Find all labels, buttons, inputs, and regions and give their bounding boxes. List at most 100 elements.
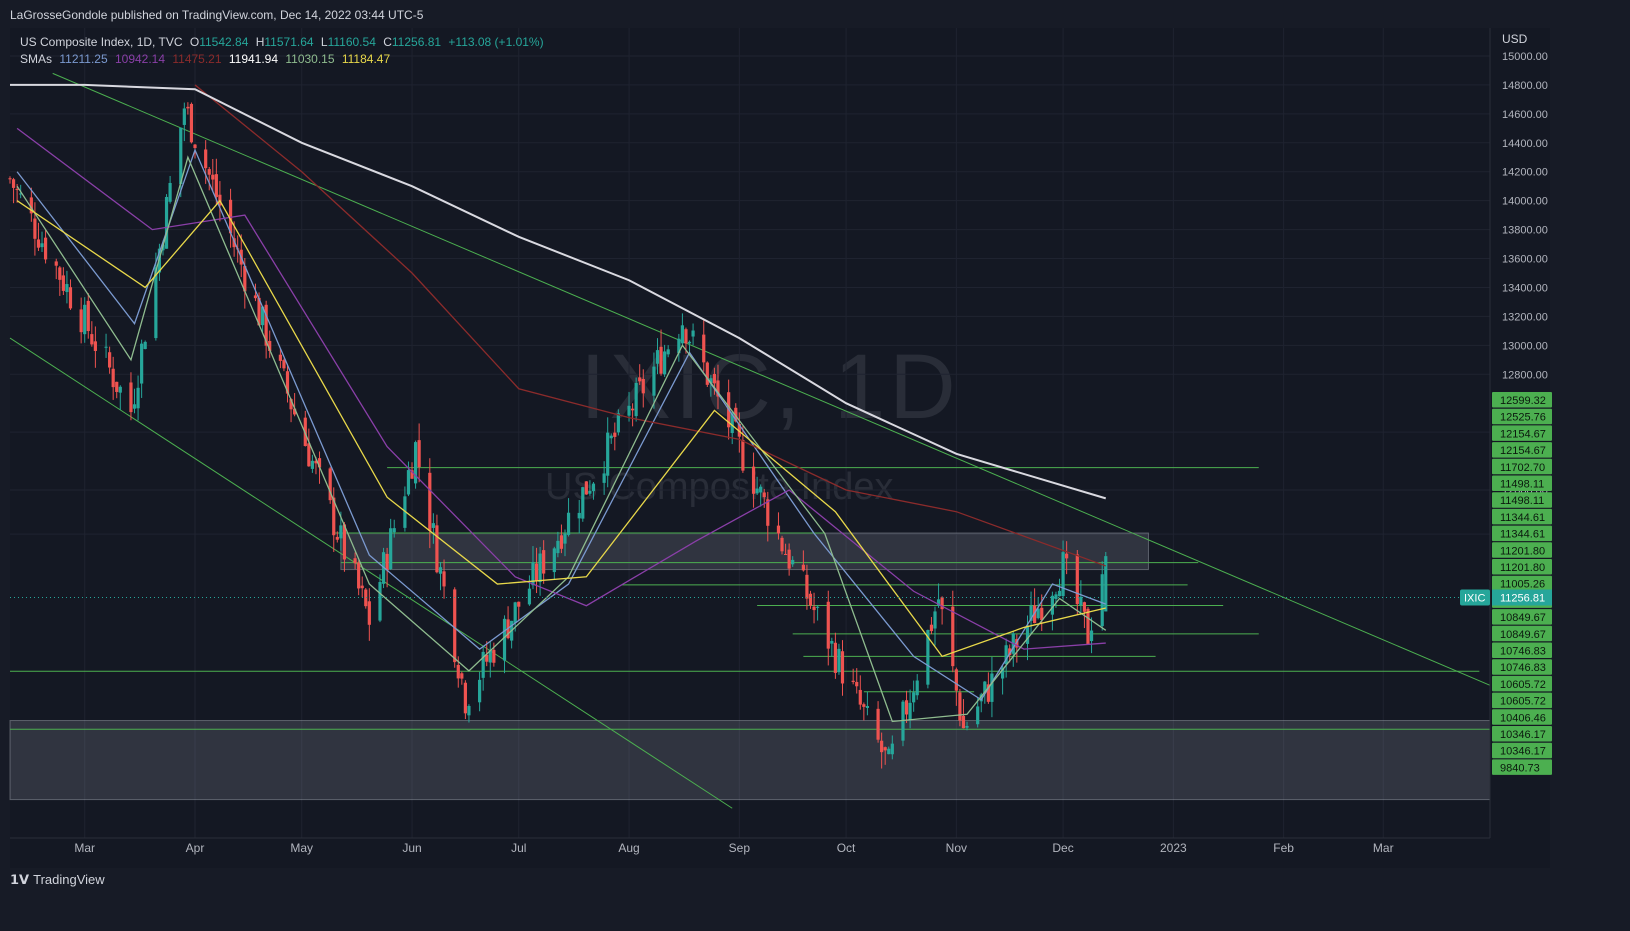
price-label-text: 11702.70 — [1500, 462, 1545, 474]
price-label-text: 10406.46 — [1500, 712, 1546, 724]
candle-body — [54, 261, 58, 266]
candle-body — [492, 649, 496, 663]
price-label-text: 10605.72 — [1500, 696, 1546, 708]
candle-body — [164, 196, 169, 249]
candle-body — [751, 466, 756, 494]
candle-body — [104, 346, 108, 348]
candle-body — [581, 487, 585, 519]
candle-body — [108, 352, 112, 368]
candle-body — [737, 424, 741, 437]
legend-close-label: C — [383, 35, 392, 49]
candle-body — [467, 705, 471, 716]
tradingview-logo[interactable]: 𝟭𝗩 TradingView — [10, 872, 105, 888]
time-axis-label: Sep — [729, 841, 751, 855]
legend-sma-label[interactable]: SMAs — [20, 52, 53, 66]
candle-body — [826, 601, 830, 649]
candle-body — [776, 525, 781, 534]
price-label-badge — [1492, 475, 1552, 491]
price-label-text: 12599.32 — [1500, 395, 1546, 407]
price-label-text: 10849.67 — [1500, 612, 1546, 624]
candle-body — [951, 606, 955, 667]
candle-body — [513, 602, 517, 623]
legend-low: 11160.54 — [327, 35, 376, 49]
candle-body — [179, 127, 183, 184]
candle-body — [602, 473, 606, 483]
price-label-badge — [1492, 392, 1552, 408]
legend-title[interactable]: US Composite Index, 1D, TVC — [20, 35, 183, 49]
candle-body — [68, 287, 73, 309]
legend-smas[interactable]: SMAs 11211.25 10942.14 11475.21 11941.94… — [20, 52, 390, 66]
symbol-badge-text: IXIC — [1464, 593, 1485, 605]
sma-line — [16, 155, 1107, 723]
price-label-text: 12154.67 — [1500, 428, 1546, 440]
price-axis-label: 14200.00 — [1502, 167, 1548, 179]
candle-body — [257, 297, 261, 326]
price-label-text: 12154.67 — [1500, 445, 1546, 457]
candle-body — [1057, 590, 1062, 597]
price-axis-label: 13400.00 — [1502, 282, 1548, 294]
candle-body — [933, 611, 937, 629]
chart-area[interactable] — [10, 28, 1550, 868]
candle-body — [609, 435, 613, 439]
price-axis-label: 14400.00 — [1502, 138, 1548, 150]
price-label-badge — [1492, 659, 1552, 675]
candle-body — [887, 748, 891, 755]
candle-body — [986, 684, 990, 702]
candle-body — [264, 304, 268, 346]
candle-body — [958, 692, 962, 721]
candle-body — [417, 440, 421, 468]
candle-body — [282, 360, 286, 369]
candle-body — [129, 382, 133, 413]
candle-body — [357, 562, 361, 589]
candle-body — [840, 651, 845, 684]
candle-body — [666, 349, 670, 355]
candle-body — [734, 407, 738, 422]
tradingview-brand: TradingView — [33, 872, 105, 887]
trendline — [52, 72, 1491, 686]
candle-body — [801, 564, 805, 571]
candle-body — [1008, 648, 1012, 656]
candle-body — [228, 199, 233, 234]
candle-body — [1061, 552, 1065, 597]
candle-body — [652, 366, 656, 396]
candle-body — [90, 334, 94, 345]
candle-body — [588, 490, 592, 494]
legend-change: +113.08 (+1.01%) — [448, 35, 544, 49]
candle-body — [1086, 608, 1090, 645]
candle-body — [253, 295, 258, 299]
candle-body — [1036, 608, 1040, 619]
candle-body — [542, 550, 546, 574]
candle-body — [659, 346, 663, 374]
candle-body — [965, 726, 969, 728]
candle-body — [552, 548, 556, 573]
candle-body — [566, 512, 571, 535]
candle-body — [285, 371, 290, 394]
candle-body — [268, 340, 272, 351]
time-axis-label: Nov — [946, 841, 967, 855]
candle-body — [741, 440, 745, 471]
legend-sma-value: 11211.25 — [59, 52, 108, 66]
candle-body — [364, 589, 368, 607]
trendline — [9, 337, 733, 809]
price-label-text: 11498.11 — [1500, 479, 1544, 491]
candle-body — [1075, 554, 1079, 605]
price-axis-label: 13000.00 — [1502, 340, 1548, 352]
price-label-badge — [1492, 609, 1552, 625]
candle-body — [901, 701, 905, 741]
price-axis-label: 14600.00 — [1502, 109, 1548, 121]
candle-body — [677, 338, 681, 354]
price-axis-label: 13200.00 — [1502, 311, 1548, 323]
candle-body — [983, 681, 987, 694]
price-label-badge — [1492, 575, 1552, 592]
price-label-badge — [1492, 525, 1552, 542]
price-label-text: 10605.72 — [1500, 679, 1546, 691]
candle-body — [584, 481, 588, 495]
legend-ohlc[interactable]: US Composite Index, 1D, TVC O11542.84 H1… — [20, 35, 544, 49]
price-label-text: 11498.11 — [1500, 495, 1544, 507]
candle-body — [766, 499, 770, 526]
candle-body — [851, 680, 855, 683]
candle-body — [655, 350, 660, 364]
candle-body — [36, 239, 41, 248]
candle-body — [403, 496, 407, 528]
